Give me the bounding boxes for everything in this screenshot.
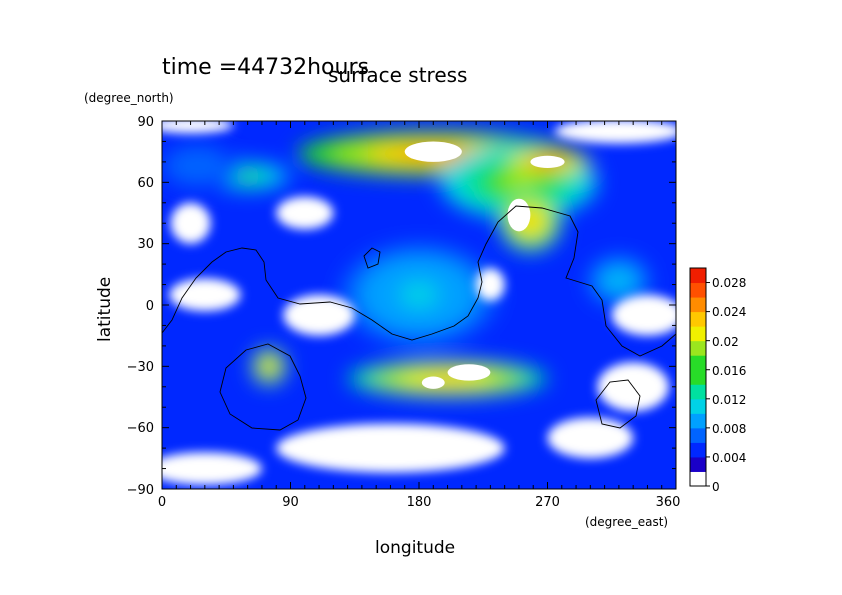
field-region	[264, 361, 274, 371]
colorbar-swatch	[690, 471, 706, 487]
colorbar-swatch	[690, 427, 706, 443]
colorbar-swatch	[690, 297, 706, 313]
saturated-core	[404, 141, 462, 162]
time-label: time =44732hours	[162, 55, 369, 80]
colorbar-label: 0	[712, 480, 720, 494]
colorbar-swatch	[690, 268, 706, 284]
y-tick-label: 60	[137, 176, 154, 191]
field-region	[186, 159, 209, 173]
saturated-core	[507, 198, 531, 232]
colorbar-ticks	[706, 282, 710, 487]
colorbar-swatch	[690, 369, 706, 385]
x-tick-label: 180	[407, 495, 432, 510]
island-outline	[595, 379, 641, 429]
colorbar-swatch	[690, 311, 706, 327]
low-stress-patch	[476, 268, 505, 301]
saturated-core	[530, 155, 565, 169]
low-stress-patch	[162, 452, 262, 485]
saturated-core	[447, 364, 491, 381]
colorbar-swatch	[690, 442, 706, 458]
colorbar-swatch	[690, 398, 706, 414]
x-tick-label: 270	[535, 495, 560, 510]
continent-outlines	[162, 205, 676, 431]
y-tick-label: 90	[137, 115, 154, 130]
field-region	[499, 173, 539, 192]
low-stress-patch	[554, 121, 676, 144]
field-region	[399, 282, 439, 308]
colorbar-label: 0.024	[712, 305, 746, 319]
low-stress-patch	[283, 294, 355, 336]
colorbar-swatch	[690, 456, 706, 472]
x-unit-label: (degree_east)	[585, 515, 668, 529]
x-tick-label: 0	[158, 495, 166, 510]
colorbar-swatch	[690, 282, 706, 298]
y-tick-label: 30	[137, 237, 154, 252]
colorbar-label: 0.016	[712, 364, 746, 378]
low-stress-patch	[611, 294, 676, 336]
colorbar-label: 0.02	[712, 335, 739, 349]
y-tick-label: −30	[127, 360, 154, 375]
colorbar-label: 0.008	[712, 422, 746, 436]
colorbar-swatch	[690, 355, 706, 371]
south-america-outline	[219, 343, 307, 431]
low-stress-patch	[276, 196, 334, 230]
low-stress-patch	[276, 423, 505, 473]
colorbar-label: 0.004	[712, 451, 746, 465]
colorbar-swatch	[690, 413, 706, 429]
x-axis-label: longitude	[375, 538, 455, 558]
y-tick-label: −60	[127, 421, 154, 436]
chart-title: surface stress	[328, 63, 467, 87]
axis-ticks	[161, 120, 677, 490]
x-tick-label: 90	[282, 495, 299, 510]
colorbar	[690, 268, 706, 487]
low-stress-patch	[162, 121, 234, 134]
americas-outline	[162, 205, 676, 357]
low-stress-patch	[170, 202, 211, 244]
colorbar-swatch	[690, 384, 706, 400]
field-region	[236, 172, 259, 180]
colorbar-swatch	[690, 326, 706, 342]
colorbar-swatch	[690, 340, 706, 356]
saturated-core	[421, 376, 445, 389]
colorbar-label: 0.028	[712, 276, 746, 290]
low-stress-patch	[169, 278, 241, 312]
colorbar-frame	[689, 267, 707, 487]
low-stress-patch	[547, 417, 634, 459]
y-unit-label: (degree_north)	[84, 91, 174, 105]
field-region	[611, 274, 627, 287]
stress-field	[162, 121, 676, 489]
low-stress-patches	[162, 121, 676, 485]
y-axis-label: latitude	[95, 277, 115, 342]
y-tick-label: −90	[127, 483, 154, 498]
colorbar-label: 0.012	[712, 393, 746, 407]
x-tick-label: 360	[656, 495, 681, 510]
small-island-outline	[363, 247, 381, 269]
y-tick-label: 0	[146, 299, 154, 314]
